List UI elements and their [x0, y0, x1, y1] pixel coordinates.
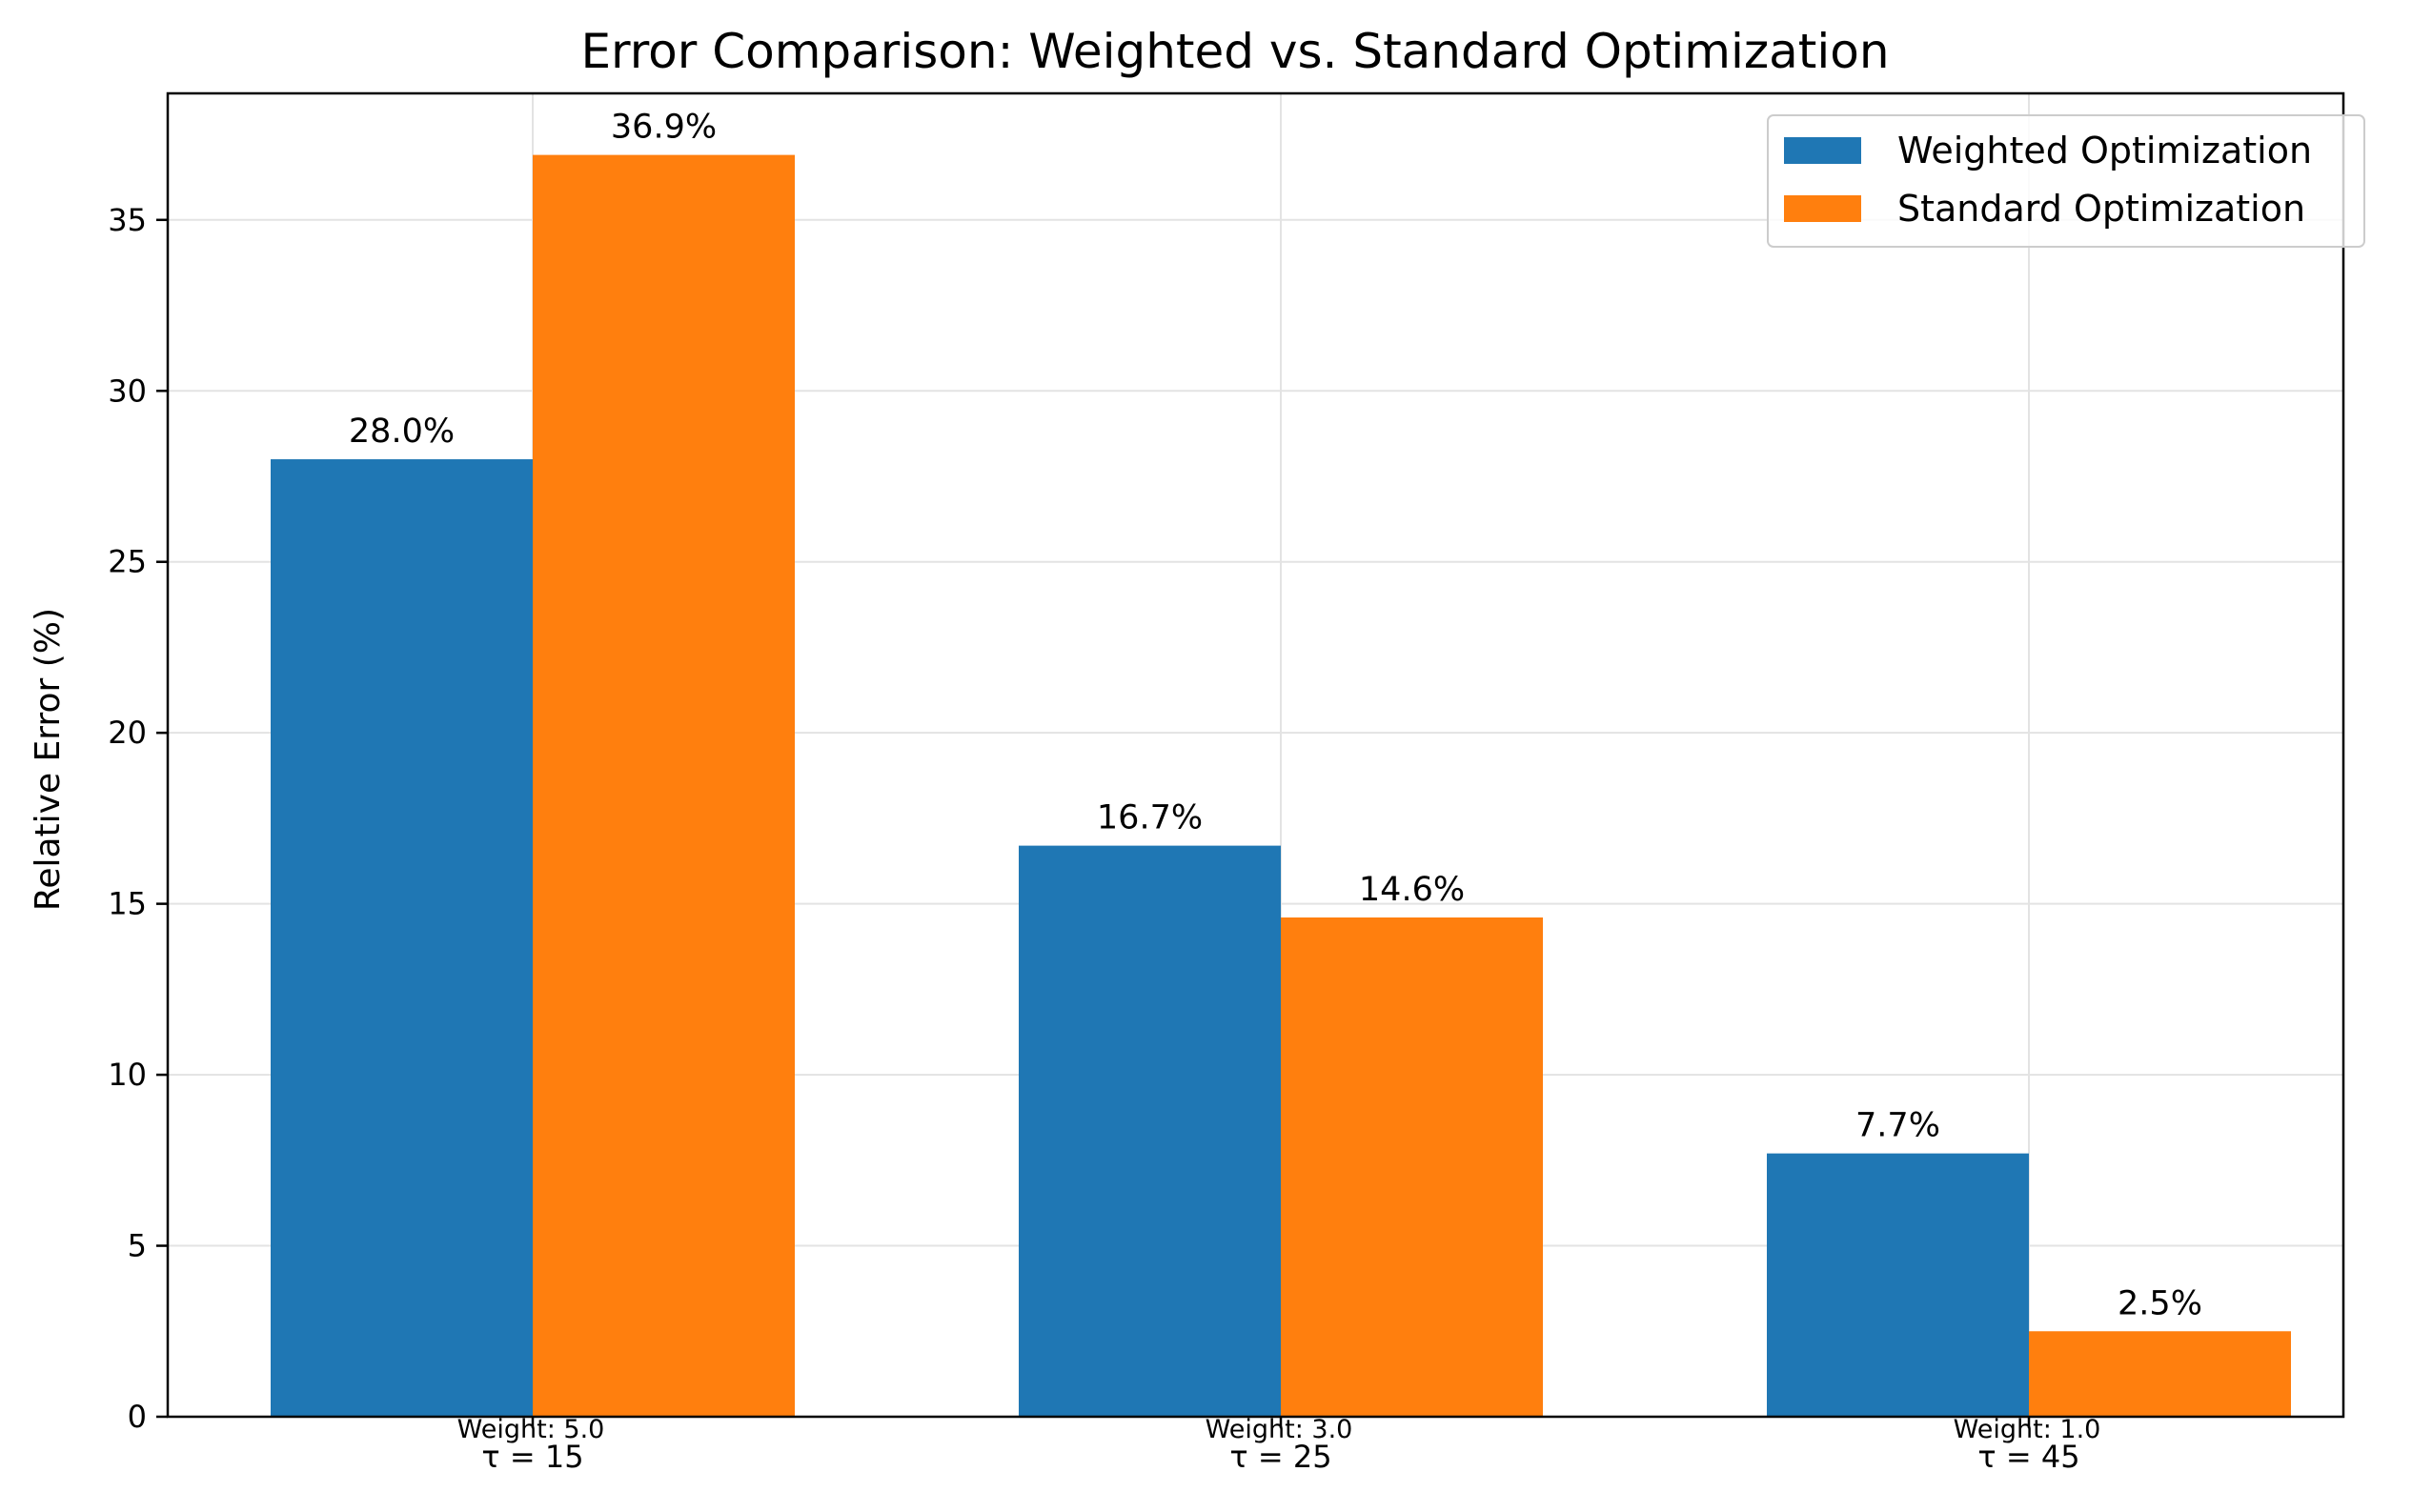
y-tick-label: 0 [128, 1399, 147, 1435]
bar-value-label: 14.6% [1359, 871, 1465, 909]
plot-frame [166, 91, 2345, 1419]
bar-standard [2029, 1331, 2291, 1417]
y-tick-label: 5 [128, 1228, 147, 1264]
legend: Weighted Optimization Standard Optimizati… [1767, 114, 2365, 248]
bar-standard [1281, 917, 1543, 1417]
x-tick-label: τ = 25 [1229, 1439, 1331, 1475]
weight-annotation: Weight: 3.0 [1206, 1415, 1353, 1444]
weight-annotation: Weight: 5.0 [457, 1415, 605, 1444]
y-tick-label: 10 [108, 1057, 147, 1093]
bars [271, 154, 2291, 1418]
chart-title: Error Comparison: Weighted vs. Standard … [580, 24, 1889, 79]
bar-value-label: 7.7% [1855, 1107, 1940, 1145]
y-tick-label: 30 [108, 373, 147, 409]
legend-swatch [1784, 195, 1861, 222]
bar-value-label: 16.7% [1097, 799, 1203, 837]
bar-weighted [1767, 1153, 2029, 1417]
y-axis-label: Relative Error (%) [29, 608, 68, 911]
x-tick-label: τ = 45 [1977, 1439, 2079, 1475]
legend-label: Weighted Optimization [1897, 130, 2312, 171]
weight-annotation: Weight: 1.0 [1954, 1415, 2101, 1444]
bar-standard [533, 154, 795, 1418]
y-tick-label: 15 [108, 886, 147, 922]
y-tick-label: 35 [108, 202, 147, 238]
bar-weighted [1019, 845, 1281, 1417]
legend-swatch [1784, 137, 1861, 164]
bar-value-label: 36.9% [611, 109, 717, 147]
bar-value-label: 28.0% [349, 413, 455, 451]
legend-label: Standard Optimization [1897, 188, 2305, 230]
x-tick-label: τ = 15 [481, 1439, 583, 1475]
y-tick-label: 25 [108, 544, 147, 580]
bar-value-label: 2.5% [2118, 1284, 2202, 1322]
legend-box [1767, 114, 2365, 248]
data-labels: 28.0% 16.7% 7.7% 36.9% 14.6% 2.5% [349, 109, 2202, 1323]
y-tick-label: 20 [108, 715, 147, 751]
bar-weighted [271, 459, 533, 1417]
